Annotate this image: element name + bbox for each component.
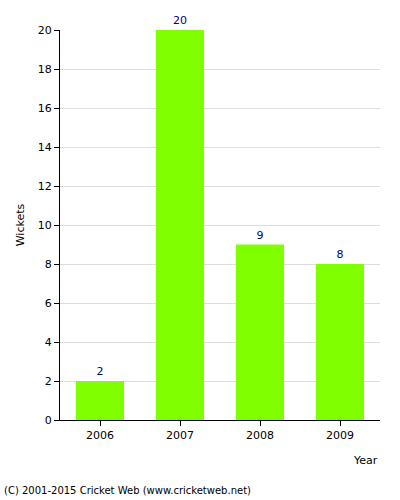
svg-text:8: 8 [337,248,344,261]
svg-text:6: 6 [45,297,52,310]
svg-text:2: 2 [97,365,104,378]
svg-text:14: 14 [38,141,52,154]
svg-text:0: 0 [45,414,52,427]
svg-text:16: 16 [38,102,52,115]
svg-text:Wickets: Wickets [14,203,27,246]
svg-text:12: 12 [38,180,52,193]
svg-text:2008: 2008 [246,429,274,442]
svg-text:2: 2 [45,375,52,388]
svg-text:20: 20 [173,14,187,27]
svg-text:2009: 2009 [326,429,354,442]
svg-text:2006: 2006 [86,429,114,442]
svg-text:10: 10 [38,219,52,232]
svg-text:Year: Year [353,454,378,467]
svg-text:18: 18 [38,63,52,76]
svg-text:9: 9 [257,229,264,242]
svg-text:2007: 2007 [166,429,194,442]
svg-text:8: 8 [45,258,52,271]
svg-text:(C) 2001-2015 Cricket Web (www: (C) 2001-2015 Cricket Web (www.cricketwe… [4,485,251,496]
svg-text:20: 20 [38,24,52,37]
svg-text:4: 4 [45,336,52,349]
